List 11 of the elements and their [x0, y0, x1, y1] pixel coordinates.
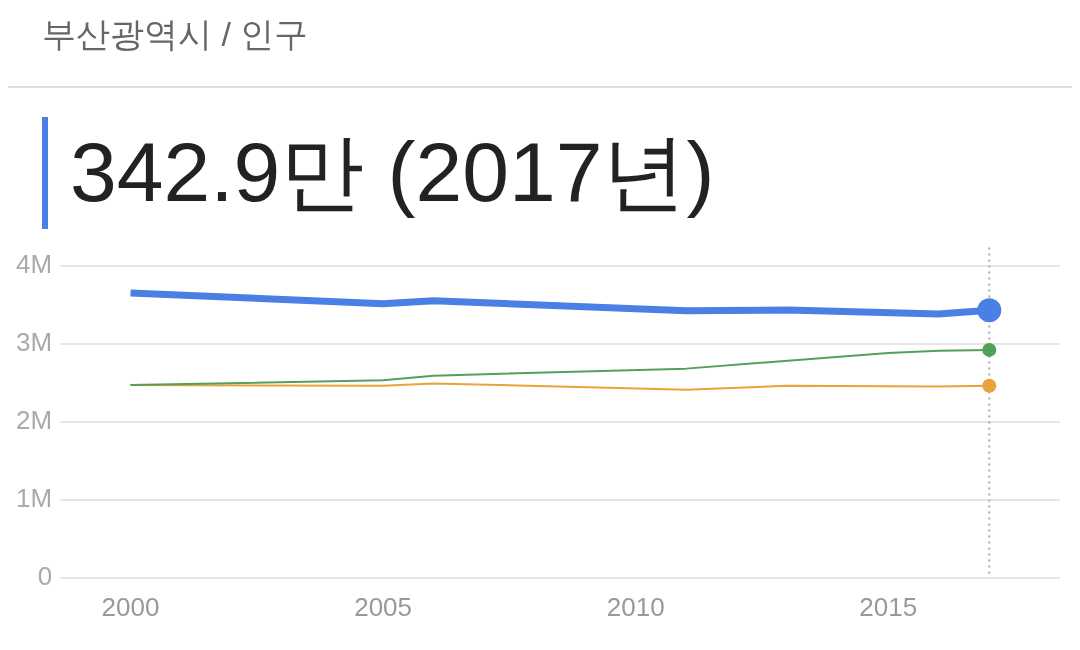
x-tick-label: 2005 — [354, 591, 413, 622]
x-tick-label: 2015 — [859, 591, 918, 622]
y-tick-label: 4M — [15, 248, 53, 279]
chart-title: 부산광역시 / 인구 — [8, 8, 1072, 88]
y-tick-label: 3M — [15, 326, 53, 357]
x-tick-label: 2010 — [606, 591, 665, 622]
chart-subtitle: 342.9만 (2017년) — [70, 124, 715, 221]
y-tick-label: 1M — [15, 482, 53, 513]
y-tick-label: 2M — [15, 404, 53, 435]
y-tick-label: 0 — [37, 560, 53, 591]
x-tick-label: 2000 — [101, 591, 160, 622]
